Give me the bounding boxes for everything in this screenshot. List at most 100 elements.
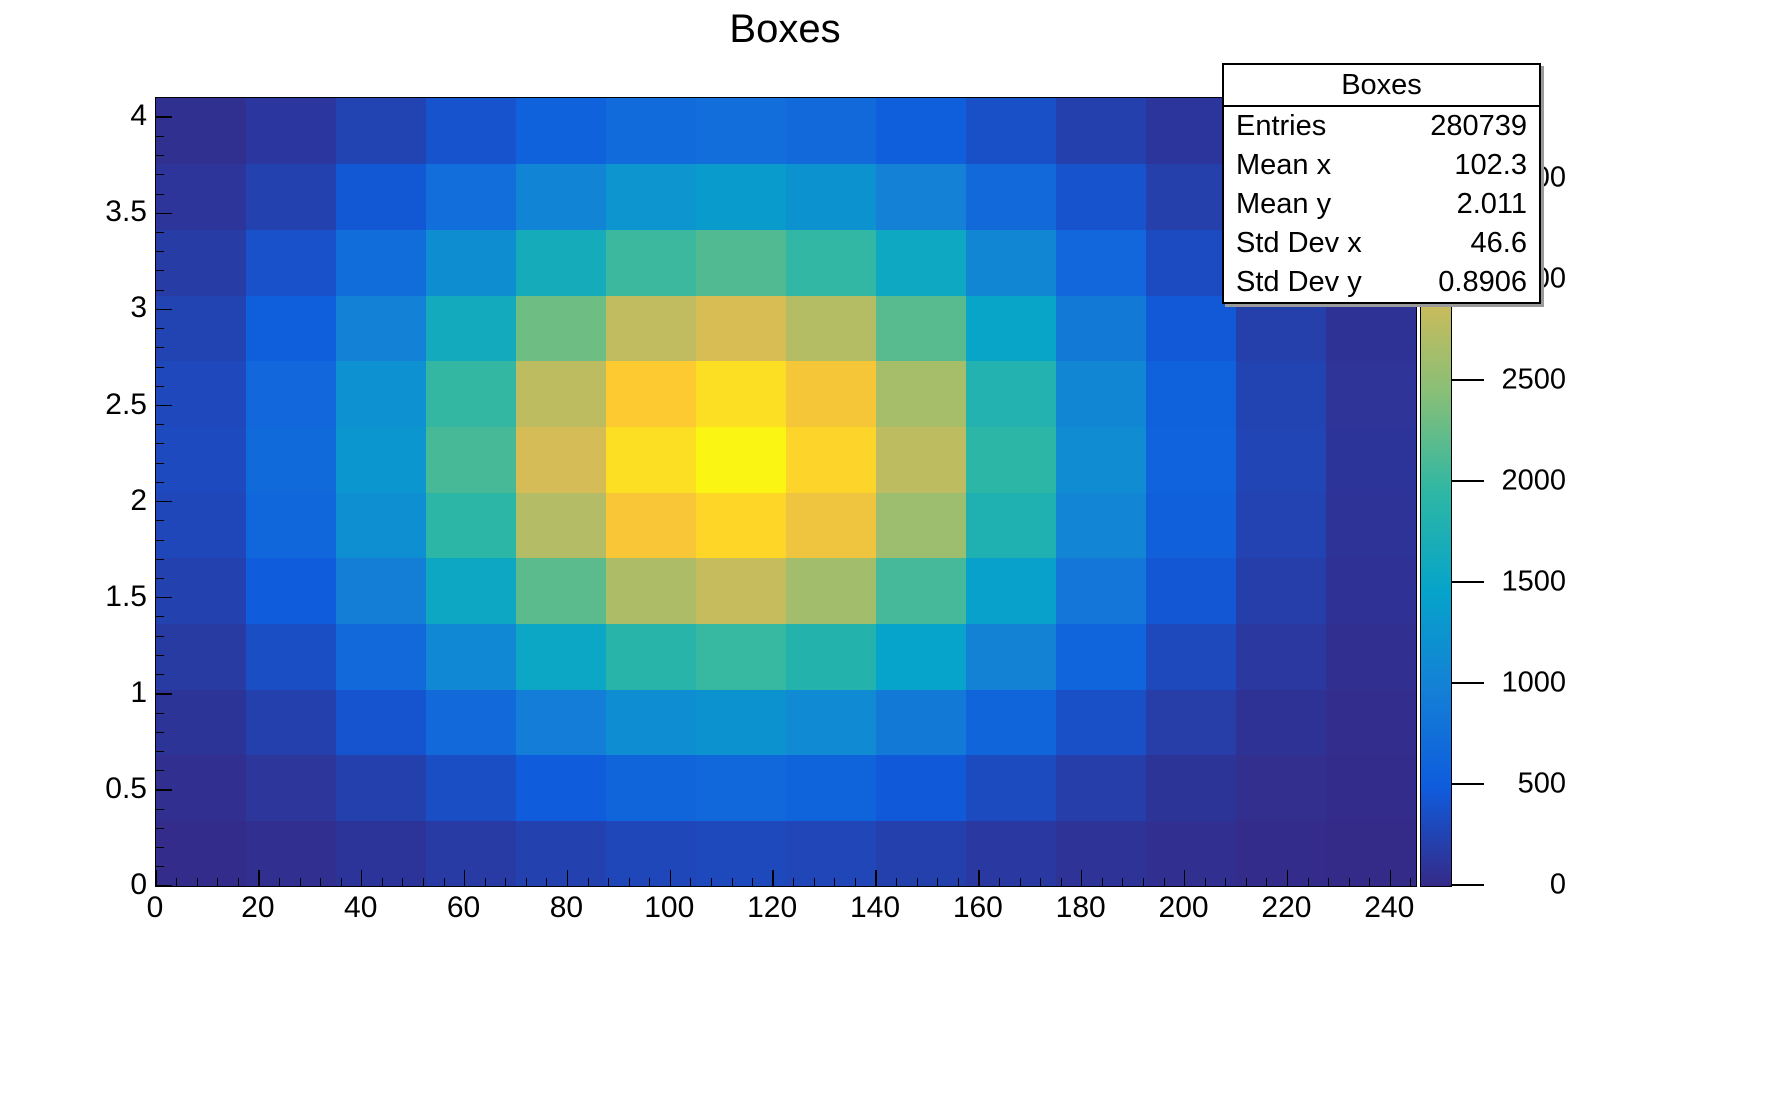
y-axis-minor-tick bbox=[156, 424, 164, 426]
y-axis-minor-tick bbox=[156, 808, 164, 810]
heatmap-cell bbox=[336, 360, 427, 428]
y-axis-tick-label: 4 bbox=[130, 99, 147, 133]
y-axis-major-tick bbox=[156, 789, 172, 791]
stats-box-title: Boxes bbox=[1224, 65, 1539, 107]
heatmap-cell bbox=[876, 360, 967, 428]
y-axis-minor-tick bbox=[156, 731, 164, 733]
y-axis-minor-tick bbox=[156, 577, 164, 579]
heatmap-cell bbox=[696, 295, 787, 362]
x-axis-minor-tick bbox=[484, 878, 486, 886]
heatmap-cell bbox=[696, 820, 787, 886]
x-axis-minor-tick bbox=[176, 878, 178, 886]
x-axis-minor-tick bbox=[896, 878, 898, 886]
x-axis-minor-tick bbox=[1245, 878, 1247, 886]
x-axis-minor-tick bbox=[690, 878, 692, 886]
y-axis-minor-tick bbox=[156, 462, 164, 464]
heatmap-cell bbox=[696, 754, 787, 822]
y-axis-major-tick bbox=[156, 885, 172, 886]
x-axis-minor-tick bbox=[278, 878, 280, 886]
y-axis-minor-tick bbox=[156, 328, 164, 330]
heatmap-cell bbox=[426, 360, 517, 428]
heatmap-cell bbox=[156, 163, 247, 231]
x-axis-minor-tick bbox=[608, 878, 610, 886]
heatmap-cell bbox=[786, 754, 877, 822]
y-axis-minor-tick bbox=[156, 232, 164, 234]
heatmap-cell bbox=[1056, 295, 1147, 362]
x-axis-minor-tick bbox=[834, 878, 836, 886]
heatmap-cell bbox=[1056, 229, 1147, 296]
heatmap-cell bbox=[426, 229, 517, 296]
y-axis-major-tick bbox=[156, 500, 172, 503]
heatmap-cell bbox=[966, 426, 1057, 493]
heatmap-cell bbox=[966, 229, 1057, 296]
x-axis-major-tick bbox=[669, 870, 672, 886]
heatmap-cell bbox=[426, 426, 517, 493]
heatmap-cell bbox=[516, 426, 607, 493]
heatmap-cell bbox=[246, 492, 337, 559]
x-axis-minor-tick bbox=[916, 878, 918, 886]
y-axis-major-tick bbox=[156, 693, 172, 695]
heatmap-cell bbox=[1056, 98, 1147, 165]
heatmap-cell bbox=[696, 557, 787, 625]
x-axis-tick-label: 200 bbox=[1158, 891, 1209, 924]
heatmap-cell bbox=[1146, 820, 1237, 886]
x-axis-minor-tick bbox=[731, 878, 733, 886]
x-axis-minor-tick bbox=[1328, 878, 1330, 886]
heatmap-cell bbox=[1236, 492, 1327, 559]
y-axis-tick-label: 1.5 bbox=[105, 579, 147, 613]
x-axis-major-tick bbox=[1286, 870, 1289, 886]
y-axis-major-tick bbox=[156, 116, 172, 118]
heatmap-cell bbox=[516, 689, 607, 756]
y-axis-minor-tick bbox=[156, 750, 164, 752]
heatmap-cell bbox=[696, 492, 787, 559]
y-axis-minor-tick bbox=[156, 366, 164, 368]
color-scale-tick bbox=[1452, 378, 1484, 381]
x-axis-minor-tick bbox=[505, 878, 507, 886]
heatmap-cell bbox=[1056, 557, 1147, 625]
heatmap-cell bbox=[606, 360, 697, 428]
heatmap-cell bbox=[336, 754, 427, 822]
heatmap-cell bbox=[516, 623, 607, 690]
x-axis-tick-label: 0 bbox=[146, 891, 164, 924]
heatmap-cell bbox=[786, 360, 877, 428]
heatmap-cell bbox=[1146, 229, 1237, 296]
x-axis-minor-tick bbox=[443, 878, 445, 886]
heatmap-cell bbox=[1146, 360, 1237, 428]
x-axis-major-tick bbox=[1183, 870, 1186, 886]
x-axis-major-tick bbox=[875, 870, 877, 886]
heatmap-cell bbox=[1236, 360, 1327, 428]
heatmap-cell bbox=[696, 163, 787, 231]
heatmap-cell bbox=[246, 360, 337, 428]
heatmap-cell bbox=[516, 492, 607, 559]
heatmap-cell bbox=[156, 295, 247, 362]
heatmap-cell bbox=[426, 820, 517, 886]
heatmap-cell bbox=[1326, 295, 1416, 362]
x-axis-minor-tick bbox=[1348, 878, 1350, 886]
heatmap-cell bbox=[606, 98, 697, 165]
heatmap-cell bbox=[786, 426, 877, 493]
x-axis-minor-tick bbox=[998, 878, 1000, 886]
y-axis-major-tick bbox=[156, 212, 172, 215]
heatmap-cell bbox=[966, 623, 1057, 690]
heatmap-cell bbox=[156, 98, 247, 165]
heatmap-cell bbox=[246, 229, 337, 296]
y-axis-minor-tick bbox=[156, 520, 164, 522]
x-axis-minor-tick bbox=[628, 878, 630, 886]
x-axis-minor-tick bbox=[1122, 878, 1124, 886]
x-axis-tick-label: 120 bbox=[747, 891, 798, 924]
heatmap-cell bbox=[606, 754, 697, 822]
x-axis-minor-tick bbox=[793, 878, 795, 886]
stat-value: 0.8906 bbox=[1438, 266, 1527, 298]
heatmap-cell bbox=[1236, 426, 1327, 493]
x-axis-tick-label: 60 bbox=[446, 891, 481, 924]
x-axis-minor-tick bbox=[1019, 878, 1021, 886]
stats-row: Std Dev x 46.6 bbox=[1224, 224, 1539, 263]
x-axis-minor-tick bbox=[196, 878, 198, 886]
stats-box-rows: Entries 280739 Mean x 102.3 Mean y 2.011 Std D… bbox=[1224, 107, 1539, 302]
x-axis-minor-tick bbox=[937, 878, 939, 886]
color-scale-tick-label: 500 bbox=[1517, 767, 1566, 800]
heatmap-cell bbox=[1056, 754, 1147, 822]
heatmap-cell bbox=[966, 163, 1057, 231]
heatmap-cell bbox=[1056, 492, 1147, 559]
